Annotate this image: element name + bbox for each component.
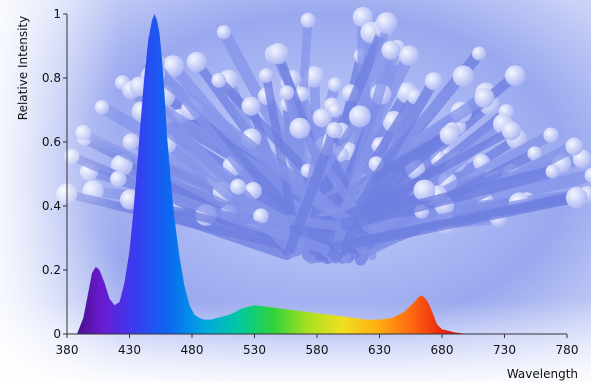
x-tick-label: 480 — [181, 343, 204, 357]
y-tick-label: 0.6 — [42, 135, 61, 149]
x-tick-label: 580 — [306, 343, 329, 357]
x-axis-label: Wavelength — [507, 367, 578, 381]
y-tick-label: 0.4 — [42, 199, 61, 213]
x-tick-label: 380 — [56, 343, 79, 357]
x-tick-label: 430 — [118, 343, 141, 357]
x-tick-label: 630 — [368, 343, 391, 357]
x-tick-label: 730 — [493, 343, 516, 357]
spectrum-area — [67, 14, 480, 334]
x-tick-label: 780 — [556, 343, 579, 357]
y-tick-label: 0 — [53, 327, 61, 341]
y-tick-label: 0.2 — [42, 263, 61, 277]
y-tick-label: 1 — [53, 7, 61, 21]
x-tick-label: 680 — [431, 343, 454, 357]
y-tick-label: 0.8 — [42, 71, 61, 85]
y-axis-label: Relative Intensity — [16, 16, 30, 120]
x-tick-label: 530 — [243, 343, 266, 357]
